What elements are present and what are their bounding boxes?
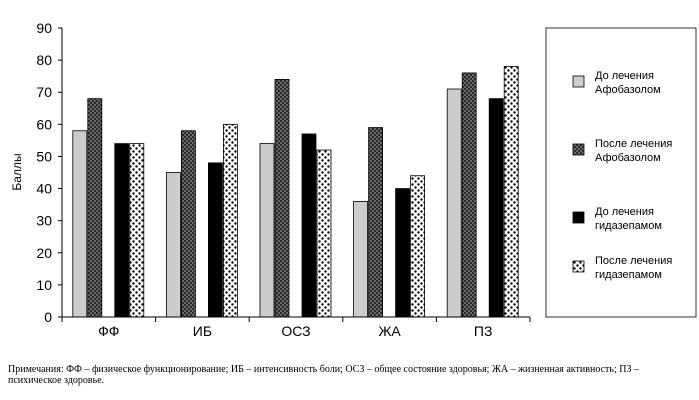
bar-4 — [503, 66, 519, 318]
legend-label: Афобазолом — [595, 152, 661, 164]
x-tick-label: ИБ — [193, 323, 212, 339]
bar-2 — [461, 72, 477, 318]
chart-footnote: Примечания: ФФ – физическое функциониров… — [8, 364, 639, 386]
legend-label: гидазепамом — [595, 220, 662, 232]
bar-3 — [488, 98, 504, 318]
bar-2 — [87, 98, 103, 318]
legend-label: После лечения — [595, 138, 672, 150]
bar-3 — [114, 143, 130, 318]
bar-1 — [165, 172, 181, 318]
legend-swatch — [572, 260, 585, 273]
bar-chart: 0 10 20 30 40 50 60 70 80 90 ФФ ИБ ОСЗ ЖА ПЗ Баллы До… — [10, 20, 697, 339]
y-axis-label: Баллы — [10, 153, 24, 190]
legend-label: гидазепамом — [595, 269, 662, 281]
legend-label: Афобазолом — [595, 84, 661, 96]
y-tick-label: 80 — [36, 52, 52, 68]
x-tick-label: ПЗ — [474, 323, 493, 339]
x-tick-label: ОСЗ — [281, 323, 310, 339]
y-tick-label: 40 — [36, 181, 52, 197]
y-tick-label: 30 — [36, 213, 52, 229]
y-tick-label: 10 — [36, 277, 52, 293]
y-tick-label: 90 — [36, 20, 52, 36]
legend-swatch — [572, 143, 585, 156]
legend-label: После лечения — [595, 255, 672, 267]
bar-4 — [316, 149, 332, 318]
legend-swatch — [572, 211, 585, 224]
bars — [72, 66, 519, 318]
bar-3 — [301, 133, 317, 318]
bar-1 — [353, 200, 369, 318]
y-tick-label: 60 — [36, 116, 52, 132]
bar-3 — [395, 188, 411, 318]
legend: До лечения Афобазолом После лечения Афобазо… — [572, 70, 672, 281]
bar-4 — [222, 123, 238, 318]
bar-4 — [410, 175, 426, 318]
x-tick-label: ЖА — [378, 323, 401, 339]
x-axis-ticks: ФФ ИБ ОСЗ ЖА ПЗ — [61, 317, 531, 339]
legend-label: До лечения — [595, 70, 654, 82]
bar-1 — [446, 88, 462, 318]
bar-2 — [368, 127, 384, 318]
y-tick-label: 0 — [44, 309, 52, 325]
bar-1 — [259, 143, 275, 318]
x-tick-label: ФФ — [98, 323, 119, 339]
y-tick-label: 70 — [36, 84, 52, 100]
legend-label: До лечения — [595, 206, 654, 218]
bar-2 — [180, 130, 196, 318]
bar-4 — [129, 143, 145, 318]
bar-1 — [72, 130, 88, 318]
legend-swatch — [572, 75, 585, 88]
y-tick-label: 50 — [36, 148, 52, 164]
bar-3 — [207, 162, 223, 318]
legend-box — [545, 27, 697, 318]
y-tick-label: 20 — [36, 245, 52, 261]
y-axis-ticks: 0 10 20 30 40 50 60 70 80 90 — [36, 20, 62, 325]
bar-2 — [274, 78, 290, 318]
